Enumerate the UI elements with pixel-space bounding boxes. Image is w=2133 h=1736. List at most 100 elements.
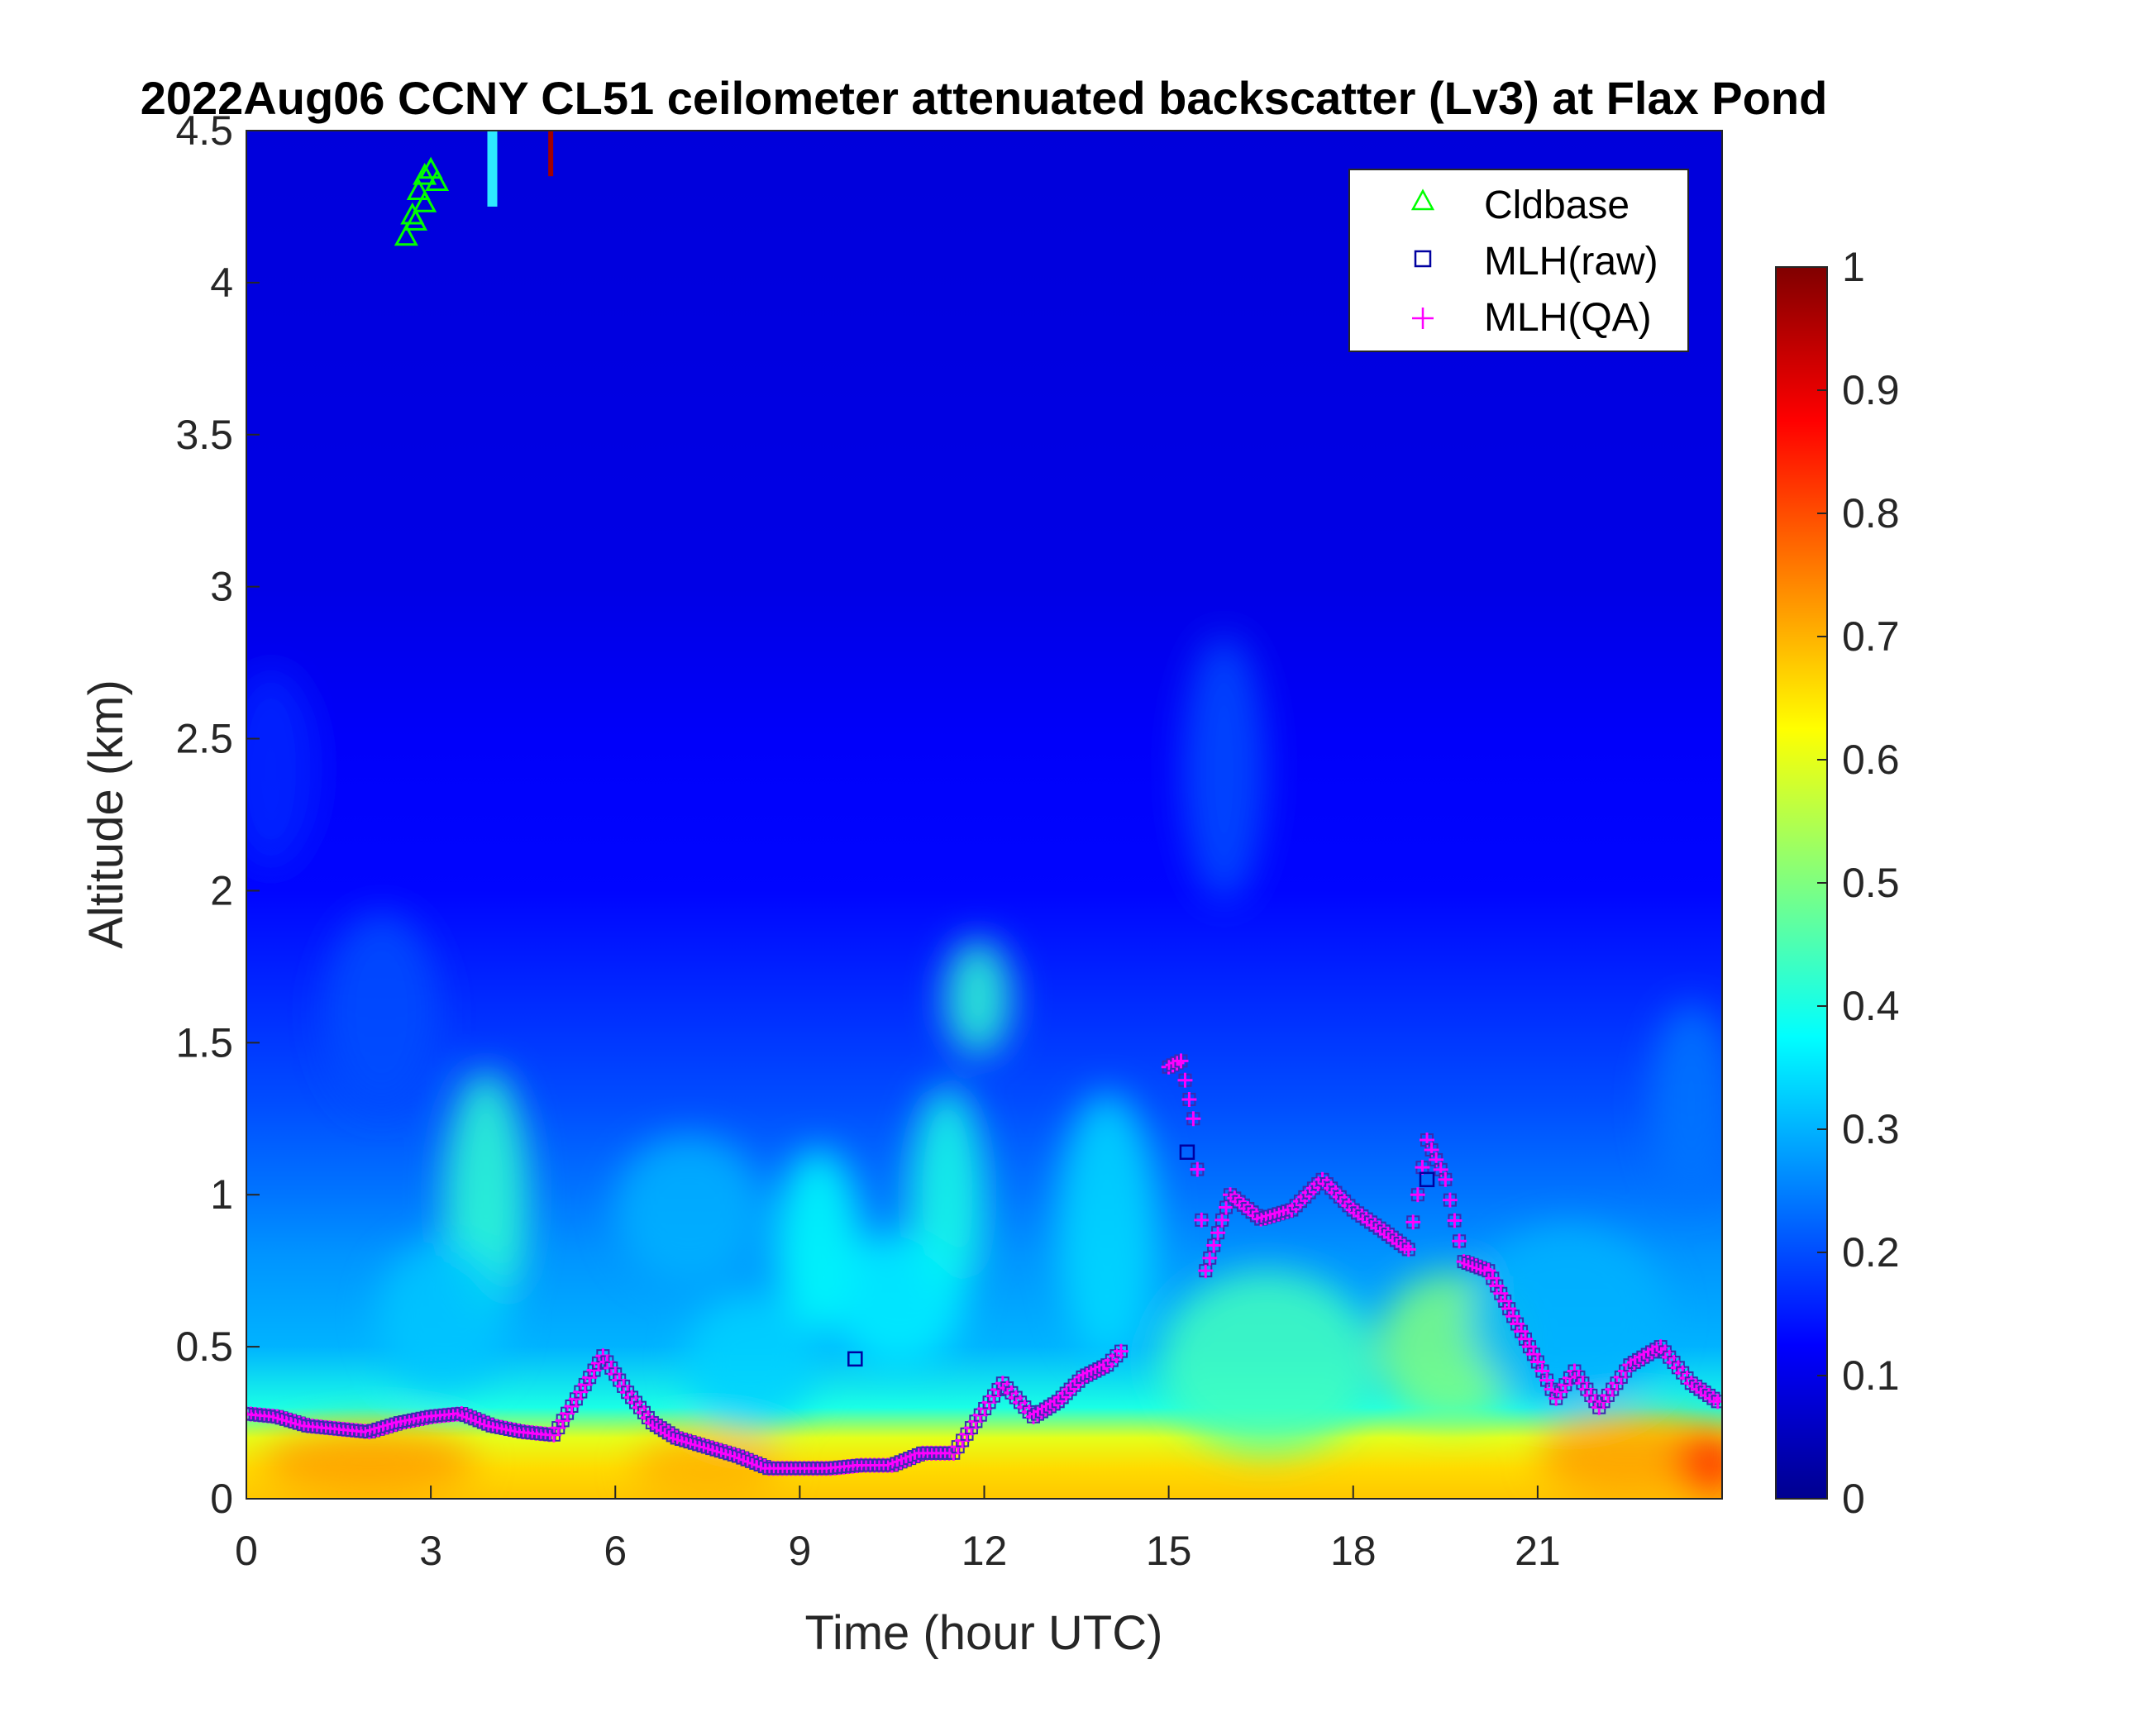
backscatter-feature <box>684 1295 817 1428</box>
mlh-raw-point <box>1419 1171 1435 1188</box>
mlh-qa-point <box>1447 1213 1463 1228</box>
legend-box <box>1348 169 1689 352</box>
mlh-qa-point <box>1206 1238 1222 1253</box>
colorbar-tick-label: 0.3 <box>1842 1106 1900 1152</box>
cldbase-point <box>394 223 418 246</box>
mlh-qa-point <box>1198 1263 1214 1279</box>
y-tick-label: 4 <box>210 260 233 306</box>
backscatter-features <box>246 637 1722 1499</box>
mlh-qa-point <box>1521 1339 1537 1355</box>
legend-entry-mlh-raw: MLH(raw) <box>1484 240 1658 284</box>
mlh-qa-point <box>1525 1347 1541 1362</box>
backscatter-feature <box>1649 1004 1722 1203</box>
mlh-qa-point <box>1186 1111 1201 1127</box>
mlh-qa-point <box>1181 1091 1197 1107</box>
mlh-qa-point <box>1210 1225 1226 1241</box>
mlh-raw-point <box>1179 1144 1195 1160</box>
cldbase-point <box>425 169 450 192</box>
mlh-qa-point <box>1497 1293 1513 1309</box>
mlh-qa-point <box>1194 1212 1210 1228</box>
x-axis: 0 3 6 9 12 15 18 21 <box>235 1486 1561 1574</box>
plot-area <box>246 131 1722 1499</box>
mlh-qa-point <box>1510 1316 1525 1332</box>
colorbar-tick-label: 0.6 <box>1842 737 1900 783</box>
legend-entry-cldbase: Cldbase <box>1484 184 1630 227</box>
backscatter-feature <box>246 670 317 869</box>
cldbase-point <box>413 190 437 212</box>
mlh-qa-point <box>1190 1161 1205 1177</box>
cldbase-marker-icon <box>1410 188 1435 211</box>
mlh-qa-point <box>1481 1263 1496 1279</box>
x-tick-label: 12 <box>962 1528 1008 1574</box>
mlh-qa-point <box>1514 1323 1529 1339</box>
backscatter-feature <box>261 1428 477 1495</box>
backscatter-feature <box>1677 1428 1722 1495</box>
y-tick-label: 0 <box>210 1476 233 1522</box>
mlh-qa-point <box>1534 1363 1550 1379</box>
mlh-qa-point <box>1501 1301 1517 1317</box>
x-tick-label: 3 <box>419 1528 442 1574</box>
colorbar-tick-label: 0.9 <box>1842 367 1900 413</box>
y-tick-label: 3.5 <box>175 412 233 458</box>
x-tick-label: 21 <box>1515 1528 1561 1574</box>
mlh-qa-point <box>1420 1133 1434 1148</box>
mlh-qa-point <box>1518 1331 1533 1347</box>
backscatter-feature <box>832 1234 965 1367</box>
cldbase-point <box>413 163 437 185</box>
y-tick-label: 4.5 <box>175 107 233 154</box>
mlh-qa-point <box>1529 1354 1545 1370</box>
mlh-qa-point <box>1410 1187 1425 1203</box>
colorbar-tick-label: 0.1 <box>1842 1352 1900 1399</box>
mlh-qa-point <box>1219 1199 1234 1215</box>
x-tick-label: 15 <box>1146 1528 1192 1574</box>
mlh-qa-point <box>1506 1309 1521 1324</box>
backscatter-feature <box>323 913 440 1112</box>
aloft-feature <box>548 131 554 177</box>
backscatter-feature <box>1539 1414 1721 1498</box>
cldbase-point <box>418 156 443 179</box>
mlh-qa-point <box>1424 1142 1439 1157</box>
y-axis-label: Altitude (km) <box>79 680 133 949</box>
mlh-qa-point <box>1710 1394 1722 1409</box>
mlh-qa-point <box>1544 1381 1559 1397</box>
mlh-qa-point <box>1405 1214 1421 1230</box>
backscatter-feature <box>1159 1271 1375 1453</box>
mlh-qa-point <box>1493 1285 1509 1301</box>
mlh-raw-marker-icon <box>1414 250 1432 268</box>
backscatter-feature <box>377 1242 509 1391</box>
y-tick-label: 2.5 <box>175 716 233 762</box>
mlh-qa-point <box>1429 1152 1444 1167</box>
legend: Cldbase MLH(raw) MLH(QA) <box>1348 169 1689 352</box>
mlh-raw-point <box>847 1351 863 1367</box>
mlh-qa-point <box>1401 1242 1416 1257</box>
backscatter-feature <box>1469 1225 1668 1408</box>
mlh-qa-point <box>1442 1192 1458 1208</box>
backscatter-feature <box>945 939 1012 1056</box>
colorbar-tick-label: 0.7 <box>1842 613 1900 660</box>
x-tick-label: 6 <box>604 1528 627 1574</box>
y-tick-label: 2 <box>210 867 233 913</box>
mlh-qa-point <box>1438 1171 1453 1187</box>
mlh-qa-marker-icon <box>1412 308 1434 329</box>
x-tick-label: 9 <box>788 1528 811 1574</box>
mlh-qa-point <box>1214 1212 1230 1228</box>
y-tick-label: 0.5 <box>175 1323 233 1370</box>
colorbar-tick-label: 0.2 <box>1842 1229 1900 1276</box>
mlh-qa-point <box>1485 1271 1501 1286</box>
mlh-qa-point <box>1539 1372 1555 1388</box>
mlh-qa-point <box>1177 1072 1193 1088</box>
mlh-qa-point <box>1113 1343 1129 1359</box>
y-tick-label: 1 <box>210 1171 233 1218</box>
series-marks <box>246 131 1722 1476</box>
x-axis-label: Time (hour UTC) <box>805 1606 1163 1660</box>
cldbase-point <box>406 178 431 201</box>
x-tick-label: 0 <box>235 1528 258 1574</box>
mlh-qa-point <box>1173 1053 1189 1069</box>
cldbase-point <box>403 208 428 231</box>
chart-title: 2022Aug06 CCNY CL51 ceilometer attenuate… <box>141 72 1828 124</box>
colorbar-ticks: 0 0.1 0.2 0.3 0.4 0.5 0.6 0.7 0.8 0.9 1 <box>1817 244 1900 1522</box>
legend-entry-mlh-qa: MLH(QA) <box>1484 296 1652 340</box>
colorbar-tick-label: 0.8 <box>1842 490 1900 537</box>
y-tick-label: 1.5 <box>175 1019 233 1066</box>
